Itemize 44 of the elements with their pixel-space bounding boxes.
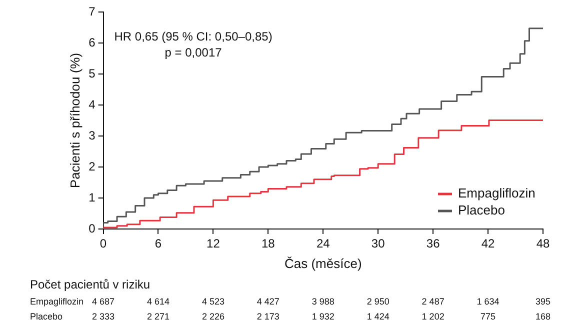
text: 3 988 — [312, 296, 334, 306]
annotation: p = 0,0017 — [164, 45, 222, 60]
y-tick-label: 3 — [88, 128, 96, 142]
x-tick-label: 24 — [316, 236, 330, 251]
text: 2 333 — [92, 311, 115, 322]
text: 2 487 — [422, 296, 444, 306]
text: 2 173 — [256, 311, 280, 322]
x-tick-label: 36 — [426, 236, 440, 251]
text: 4 427 — [256, 296, 280, 306]
x-tick-label: 48 — [536, 236, 550, 251]
x-tick-label: 12 — [206, 236, 220, 251]
y-tick-label: 4 — [88, 97, 96, 112]
x-axis-title: Čas (měsíce) — [284, 256, 362, 271]
y-tick-label: 2 — [88, 159, 96, 174]
text: 1 202 — [422, 311, 444, 322]
x-tick-label: 30 — [371, 236, 386, 251]
text: 168 — [535, 311, 551, 322]
y-tick-label: 1 — [88, 190, 96, 204]
x-tick-label: 42 — [481, 236, 496, 251]
y-tick-label: 5 — [88, 66, 96, 80]
text: Empagliflozin — [30, 296, 84, 306]
y-tick-label: 7 — [88, 4, 96, 18]
text: 2 271 — [146, 311, 170, 322]
text: 775 — [480, 311, 496, 322]
text: 4 614 — [146, 296, 170, 306]
text: 1 932 — [312, 311, 334, 322]
annotation: HR 0,65 (95 % CI: 0,50–0,85) — [114, 29, 272, 44]
x-tick-label: 18 — [261, 236, 276, 251]
text: 4 523 — [202, 296, 224, 306]
text: 1 424 — [366, 311, 390, 322]
text: 1 634 — [476, 296, 500, 306]
x-tick-label: 0 — [100, 236, 107, 251]
y-tick-label: 0 — [88, 221, 96, 236]
text: Počet pacientů v riziku — [30, 277, 150, 292]
legend-label: Empagliflozin — [458, 186, 536, 201]
text: 2 226 — [202, 311, 224, 322]
text: Placebo — [30, 311, 63, 322]
y-tick-label: 6 — [88, 35, 96, 50]
x-tick-label: 6 — [154, 236, 162, 251]
text: 4 687 — [92, 296, 115, 306]
y-axis-title: Pacienti s příhodou (%) — [67, 52, 82, 188]
text: 395 — [535, 296, 551, 306]
legend-label: Placebo — [458, 202, 505, 218]
text: 2 950 — [366, 296, 390, 306]
